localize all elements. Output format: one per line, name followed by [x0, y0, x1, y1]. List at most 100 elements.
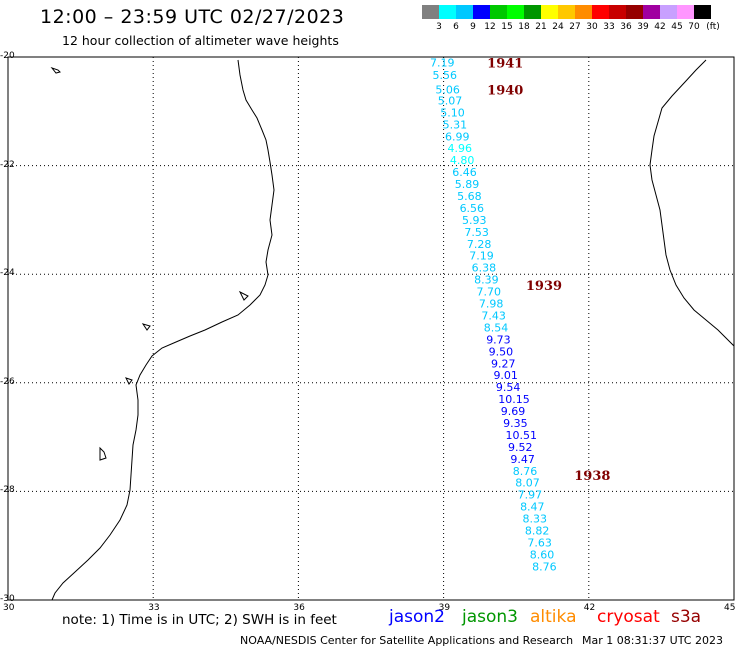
wave-height-label: 6.56	[460, 202, 485, 215]
wave-height-label: 4.96	[447, 142, 472, 155]
wave-height-label: 8.07	[515, 477, 540, 490]
wave-height-label: 7.97	[518, 489, 543, 502]
wave-height-labels: 7.195.565.065.075.105.316.994.964.806.46…	[430, 56, 557, 573]
scale-label: 15	[501, 22, 513, 32]
satellite-altika: altika	[530, 607, 577, 627]
wave-height-label: 9.47	[510, 453, 534, 466]
wave-height-label: 8.60	[530, 548, 555, 561]
scale-label: 21	[535, 22, 547, 32]
scale-swatch	[592, 5, 609, 19]
scale-label: 45	[671, 22, 683, 32]
longitude-tick-label: 45	[724, 603, 736, 613]
wave-height-label: 9.69	[501, 405, 526, 418]
satellite-jason2: jason2	[389, 607, 445, 627]
wave-height-label: 8.47	[520, 501, 545, 514]
wave-height-label: 8.82	[525, 524, 550, 537]
scale-swatch	[626, 5, 643, 19]
scale-label: 9	[470, 22, 476, 32]
wave-height-label: 9.01	[493, 369, 518, 382]
wave-height-label: 7.28	[467, 238, 492, 251]
wave-height-label: 7.98	[479, 298, 504, 311]
longitude-tick-label: 36	[293, 603, 305, 613]
wave-height-label: 7.63	[527, 536, 552, 549]
latitude-tick-label: -28	[0, 485, 15, 496]
wave-height-label: 5.31	[443, 118, 468, 131]
pass-label: 1941	[487, 56, 523, 71]
longitude-tick-label: 39	[438, 603, 451, 613]
wave-height-label: 9.50	[489, 345, 514, 358]
satellite-s3a: s3a	[671, 607, 702, 627]
wave-height-label: 8.39	[474, 274, 499, 287]
scale-label: 39	[637, 22, 649, 32]
scale-swatch	[490, 5, 507, 19]
scale-label: 3	[436, 22, 442, 32]
wave-height-label: 9.27	[491, 357, 515, 370]
wave-height-label: 7.19	[430, 56, 455, 69]
wave-height-label: 10.51	[506, 429, 538, 442]
map-frame	[7, 56, 735, 601]
longitude-tick-label: 42	[583, 603, 596, 613]
wave-height-label: 5.10	[440, 106, 465, 119]
wave-height-label: 8.76	[513, 465, 538, 478]
latitude-tick-label: -22	[0, 159, 15, 170]
latitude-tick-label: -26	[0, 376, 15, 387]
latitude-tick-label: -30	[0, 594, 15, 604]
coastline-madagascar	[649, 59, 735, 347]
pass-label: 1939	[526, 279, 562, 294]
scale-unit: (ft)	[706, 22, 720, 32]
map-subtitle: 12 hour collection of altimeter wave hei…	[62, 33, 339, 48]
scale-swatch	[643, 5, 660, 19]
wave-height-label: 5.07	[438, 94, 463, 107]
scale-label: 6	[453, 22, 459, 32]
scale-label: 36	[620, 22, 632, 32]
generation-timestamp: Mar 1 08:31:37 UTC 2023	[582, 634, 723, 647]
wave-height-label: 7.70	[477, 286, 502, 299]
longitude-tick-label: 30	[3, 603, 15, 613]
scale-label: 12	[484, 22, 496, 32]
graticule	[7, 56, 735, 601]
scale-label: 24	[552, 22, 564, 32]
wave-height-label: 8.33	[522, 513, 547, 526]
latitude-tick-label: -20	[0, 51, 15, 61]
wave-height-label: 5.56	[432, 69, 457, 82]
footnote: note: 1) Time is in UTC; 2) SWH is in fe…	[62, 612, 337, 628]
latitude-tick-label: -24	[0, 268, 15, 279]
wave-height-label: 9.35	[503, 417, 527, 430]
pass-label: 1940	[487, 84, 523, 99]
agency-credit: NOAA/NESDIS Center for Satellite Applica…	[240, 634, 574, 647]
wave-height-label: 5.93	[462, 214, 487, 227]
coastline-africa	[50, 59, 275, 601]
scale-label: 30	[586, 22, 598, 32]
scale-swatch	[677, 5, 694, 19]
scale-swatch	[541, 5, 558, 19]
wave-height-label: 7.43	[481, 309, 506, 322]
wave-height-label: 7.19	[469, 250, 494, 263]
wave-height-label: 5.06	[435, 84, 460, 97]
scale-swatch	[558, 5, 575, 19]
pass-label: 1938	[574, 469, 610, 484]
satellite-jason3: jason3	[462, 607, 518, 627]
scale-label: 27	[569, 22, 581, 32]
scale-swatch	[524, 5, 541, 19]
pass-labels: 1941 1940 1939 1938	[487, 56, 610, 484]
longitude-tick-label: 33	[148, 603, 160, 613]
wave-height-label: 7.53	[464, 226, 489, 239]
scale-swatch	[660, 5, 677, 19]
wave-height-label: 6.46	[452, 166, 477, 179]
wave-height-label: 9.54	[496, 381, 521, 394]
scale-swatch	[694, 5, 711, 19]
satellite-cryosat: cryosat	[597, 607, 660, 627]
scale-swatch	[507, 5, 524, 19]
wave-height-label: 5.89	[455, 178, 480, 191]
map-title: 12:00 – 23:59 UTC 02/27/2023	[40, 6, 345, 28]
scale-label: 18	[518, 22, 530, 32]
wave-height-label: 8.54	[484, 321, 509, 334]
wave-height-label: 5.68	[457, 190, 482, 203]
wave-height-label: 6.99	[445, 130, 470, 143]
wave-height-label: 4.80	[450, 154, 475, 167]
scale-swatch	[575, 5, 592, 19]
scale-label: 70	[688, 22, 700, 32]
wave-height-label: 6.38	[472, 262, 497, 275]
scale-label: 33	[603, 22, 615, 32]
